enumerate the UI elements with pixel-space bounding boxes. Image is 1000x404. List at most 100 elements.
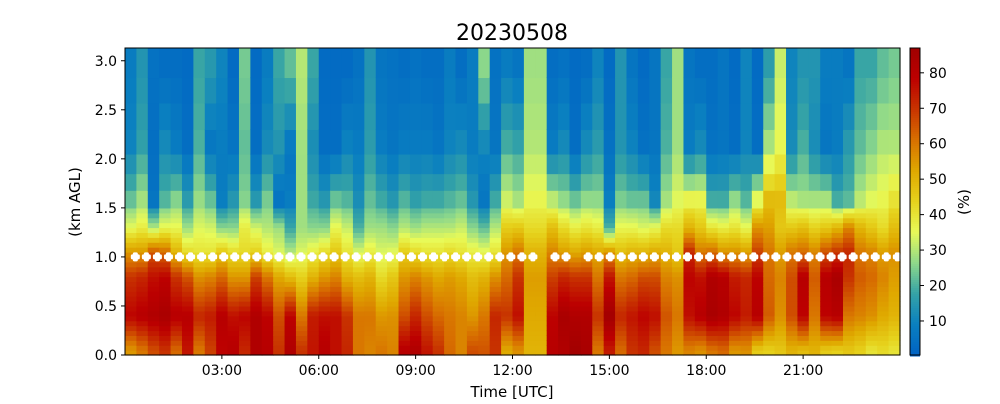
heatmap-cell (387, 212, 400, 219)
heatmap-cell (478, 102, 491, 131)
heatmap-cell (820, 340, 833, 346)
heatmap-cell (341, 320, 354, 327)
heatmap-cell (364, 325, 377, 332)
heatmap-cell (569, 325, 582, 332)
heatmap-cell (831, 310, 844, 317)
heatmap-cell (432, 281, 445, 287)
heatmap-cell (649, 301, 662, 307)
colorbar-segment (910, 246, 920, 249)
heatmap-cell (238, 345, 251, 351)
heatmap-cell (318, 173, 331, 191)
heatmap-cell (330, 102, 343, 131)
heatmap-cell (125, 48, 137, 79)
heatmap-cell (181, 77, 194, 104)
heatmap-cell (706, 315, 719, 322)
heatmap-cell (421, 325, 434, 332)
heatmap-cell (273, 310, 286, 317)
y-axis: 0.00.51.01.52.02.53.0 (95, 54, 125, 364)
heatmap-cell (455, 286, 468, 292)
heatmap-cell (284, 340, 297, 346)
heatmap-cell (455, 77, 468, 104)
heatmap-cell (603, 222, 616, 229)
heatmap-cell (717, 305, 730, 312)
heatmap-cell (626, 325, 639, 332)
heatmap-cell (330, 286, 343, 292)
heatmap-cell (558, 335, 571, 341)
heatmap-cell (797, 129, 810, 155)
heatmap-cell (409, 153, 422, 175)
heatmap-cell (478, 207, 491, 214)
heatmap-cell (592, 207, 605, 214)
heatmap-cell (466, 276, 479, 283)
heatmap-cell (774, 261, 787, 268)
heatmap-cell (204, 247, 217, 253)
heatmap-cell (649, 237, 662, 243)
heatmap-cell (216, 296, 229, 302)
colorbar-segment (910, 286, 920, 289)
heatmap-cell (843, 315, 856, 322)
heatmap-cell (888, 247, 901, 253)
heatmap-cell (751, 227, 764, 233)
heatmap-cell (797, 77, 810, 104)
heatmap-cell (204, 102, 217, 131)
heatmap-cell (398, 335, 411, 341)
heatmap-cell (888, 325, 901, 332)
heatmap-cell (854, 286, 867, 292)
heatmap-cell (888, 305, 901, 312)
heatmap-cell (432, 207, 445, 214)
heatmap-cell (660, 310, 673, 317)
heatmap-cell (729, 190, 742, 209)
heatmap-cell (387, 296, 400, 302)
heatmap-cell (136, 256, 149, 263)
heatmap-cell (763, 190, 776, 209)
heatmap-cell (797, 345, 810, 351)
heatmap-cell (615, 77, 628, 104)
heatmap-cell (125, 291, 137, 297)
heatmap-cell (284, 330, 297, 336)
heatmap-cell (512, 296, 525, 302)
heatmap-cell (740, 325, 753, 332)
heatmap-cell (603, 247, 616, 253)
heatmap-cell (170, 325, 183, 332)
heatmap-cell (352, 207, 365, 214)
colorbar-segment (910, 118, 920, 121)
heatmap-cell (466, 350, 479, 356)
heatmap-cell (455, 276, 468, 283)
heatmap-cell (341, 261, 354, 268)
heatmap-cell (877, 129, 890, 155)
colorbar-segment (910, 226, 920, 229)
colorbar-segment (910, 222, 920, 225)
heatmap-cell (569, 310, 582, 317)
heatmap-cell (193, 271, 206, 278)
heatmap-cell (421, 340, 434, 346)
heatmap-cell (626, 350, 639, 356)
heatmap-cell (364, 320, 377, 327)
heatmap-cell (717, 276, 730, 283)
heatmap-cell (694, 261, 707, 268)
heatmap-cell (444, 237, 457, 243)
heatmap-cell (569, 296, 582, 302)
heatmap-cell (136, 335, 149, 341)
heatmap-cell (466, 345, 479, 351)
heatmap-cell (216, 315, 229, 322)
heatmap-cell (375, 335, 388, 341)
heatmap-cell (820, 217, 833, 224)
heatmap-cell (694, 153, 707, 175)
heatmap-cell (706, 286, 719, 292)
heatmap-cell (159, 77, 172, 104)
heatmap-cell (831, 153, 844, 175)
heatmap-cell (558, 276, 571, 283)
heatmap-cell (501, 296, 514, 302)
heatmap-cell (672, 190, 685, 209)
heatmap-cell (341, 217, 354, 224)
heatmap-cell (216, 207, 229, 214)
heatmap-cell (637, 276, 650, 283)
heatmap-cell (261, 340, 274, 346)
heatmap-cell (843, 222, 856, 229)
heatmap-cell (751, 77, 764, 104)
heatmap-cell (706, 301, 719, 307)
heatmap-cell (763, 217, 776, 224)
heatmap-cell (843, 340, 856, 346)
heatmap-cell (660, 281, 673, 287)
heatmap-cell (877, 153, 890, 175)
